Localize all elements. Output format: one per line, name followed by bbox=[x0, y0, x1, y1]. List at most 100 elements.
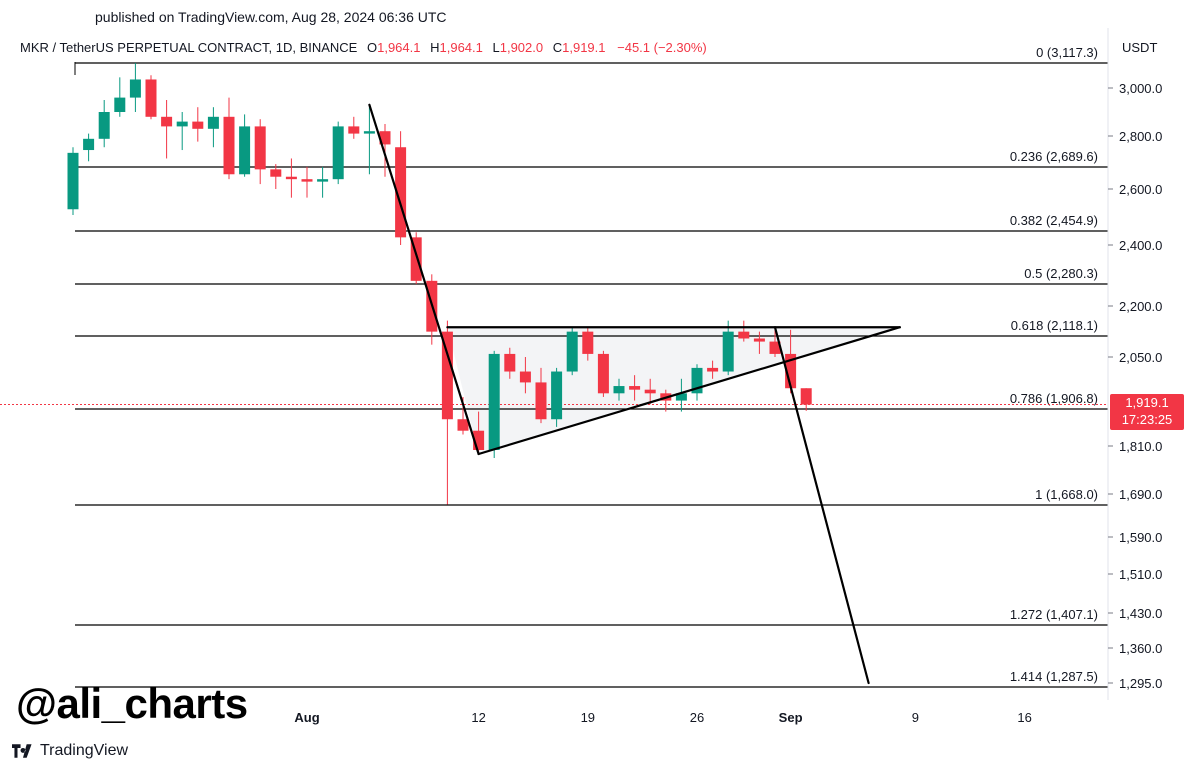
candle-down bbox=[223, 116, 235, 175]
candle-down bbox=[395, 147, 407, 238]
low-value: 1,902.0 bbox=[499, 40, 544, 55]
trend-line bbox=[773, 326, 870, 685]
candle-up bbox=[67, 152, 79, 210]
candle-down bbox=[473, 430, 485, 450]
published-note: published on TradingView.com, Aug 28, 20… bbox=[95, 9, 447, 25]
trend-lines bbox=[368, 103, 901, 685]
candle-up bbox=[317, 179, 329, 182]
fib-label: 0.786 (1,906.8) bbox=[1010, 391, 1098, 406]
last-price: 1,919.1 bbox=[1125, 395, 1169, 410]
high-label: H bbox=[430, 40, 440, 55]
candle-down bbox=[785, 353, 797, 389]
author-watermark: @ali_charts bbox=[16, 680, 248, 727]
candle-up bbox=[722, 331, 734, 372]
candle-down bbox=[644, 389, 656, 394]
candle-up bbox=[551, 371, 563, 420]
fib-label: 1 (1,668.0) bbox=[1035, 487, 1098, 502]
candle-up bbox=[239, 126, 251, 175]
candle-down bbox=[270, 169, 282, 177]
candle-down bbox=[348, 126, 360, 134]
fib-label: 1.414 (1,287.5) bbox=[1010, 669, 1098, 684]
y-tick-label: 2,200.0 bbox=[1119, 299, 1162, 314]
candle-down bbox=[379, 131, 391, 145]
x-tick-label: Sep bbox=[779, 710, 803, 725]
candle-down bbox=[161, 116, 173, 127]
candle-down bbox=[410, 237, 422, 281]
y-tick-label: 2,600.0 bbox=[1119, 182, 1162, 197]
tradingview-logo-icon bbox=[12, 744, 32, 758]
candle-down bbox=[301, 179, 313, 182]
y-tick-label: 1,510.0 bbox=[1119, 567, 1162, 582]
candle-down bbox=[769, 341, 781, 354]
open-label: O bbox=[366, 40, 378, 55]
bar-countdown: 17:23:25 bbox=[1121, 412, 1173, 427]
candle-up bbox=[207, 116, 219, 129]
fib-label: 0.382 (2,454.9) bbox=[1010, 213, 1098, 228]
x-tick-label: 19 bbox=[581, 710, 595, 725]
candle-down bbox=[441, 331, 453, 420]
candle-down bbox=[457, 419, 469, 431]
y-tick-label: 1,360.0 bbox=[1119, 641, 1162, 656]
candle-up bbox=[675, 393, 687, 401]
trend-line bbox=[368, 103, 480, 456]
tradingview-brand-label: TradingView bbox=[40, 742, 129, 759]
x-tick-label: 12 bbox=[471, 710, 485, 725]
candle-up bbox=[114, 97, 126, 112]
tradingview-brand[interactable]: TradingView bbox=[12, 742, 128, 760]
candle-up bbox=[566, 331, 578, 372]
close-label: C bbox=[552, 40, 563, 55]
triangle-pattern bbox=[447, 327, 900, 454]
candle-down bbox=[254, 126, 266, 170]
candle-down bbox=[800, 388, 812, 405]
candle-down bbox=[629, 386, 641, 390]
candle-up bbox=[129, 79, 141, 98]
high-value: 1,964.1 bbox=[439, 40, 483, 55]
candle-up bbox=[691, 367, 703, 394]
candle-down bbox=[597, 353, 609, 394]
open-value: 1,964.1 bbox=[377, 40, 421, 55]
candle-up bbox=[83, 138, 95, 151]
candle-down bbox=[145, 79, 157, 117]
currency-label[interactable]: USDT bbox=[1122, 40, 1158, 55]
close-value: 1,919.1 bbox=[562, 40, 606, 55]
y-tick-label: 2,800.0 bbox=[1119, 129, 1162, 144]
fib-label: 0 (3,117.3) bbox=[1036, 45, 1098, 60]
trend-line bbox=[477, 326, 901, 456]
x-tick-label: 16 bbox=[1017, 710, 1031, 725]
x-axis: Aug 12 19 26 Sep 9 16 bbox=[294, 710, 1031, 725]
candle-down bbox=[504, 353, 516, 372]
candle-up bbox=[332, 126, 344, 180]
x-tick-label: 9 bbox=[912, 710, 919, 725]
candle-up bbox=[98, 112, 110, 139]
fib-label: 1.272 (1,407.1) bbox=[1010, 607, 1098, 622]
last-price-tag: 1,919.1 17:23:25 bbox=[1110, 394, 1184, 430]
fib-label: 0.618 (2,118.1) bbox=[1011, 318, 1098, 333]
change-value: −45.1 (−2.30%) bbox=[617, 40, 707, 55]
candle-up bbox=[488, 353, 500, 450]
fib-label: 0.5 (2,280.3) bbox=[1024, 266, 1098, 281]
y-tick-label: 1,690.0 bbox=[1119, 487, 1162, 502]
triangle-fill bbox=[447, 327, 900, 454]
candle-down bbox=[285, 176, 297, 180]
candle-down bbox=[753, 338, 765, 342]
low-label: L bbox=[492, 40, 500, 55]
candle-down bbox=[738, 331, 750, 339]
candle-down bbox=[192, 121, 204, 129]
y-tick-label: 1,590.0 bbox=[1119, 530, 1162, 545]
y-tick-label: 1,295.0 bbox=[1119, 676, 1162, 691]
candle-up bbox=[613, 386, 625, 394]
candle-down bbox=[535, 382, 547, 420]
symbol-title: MKR / TetherUS PERPETUAL CONTRACT, 1D, B… bbox=[20, 40, 358, 55]
y-tick-label: 2,400.0 bbox=[1119, 238, 1162, 253]
candle-up bbox=[363, 131, 375, 134]
y-axis: 3,000.0 2,800.0 2,600.0 2,400.0 2,200.0 2,050… bbox=[1107, 28, 1162, 700]
y-tick-label: 1,810.0 bbox=[1119, 439, 1162, 454]
candle-down bbox=[582, 331, 594, 354]
candle-up bbox=[176, 121, 188, 127]
candle-down bbox=[519, 371, 531, 383]
fib-label: 0.236 (2,689.6) bbox=[1010, 149, 1098, 164]
x-tick-label: 26 bbox=[690, 710, 704, 725]
symbol-header: MKR / TetherUS PERPETUAL CONTRACT, 1D, B… bbox=[20, 40, 707, 55]
y-tick-label: 3,000.0 bbox=[1119, 81, 1162, 96]
